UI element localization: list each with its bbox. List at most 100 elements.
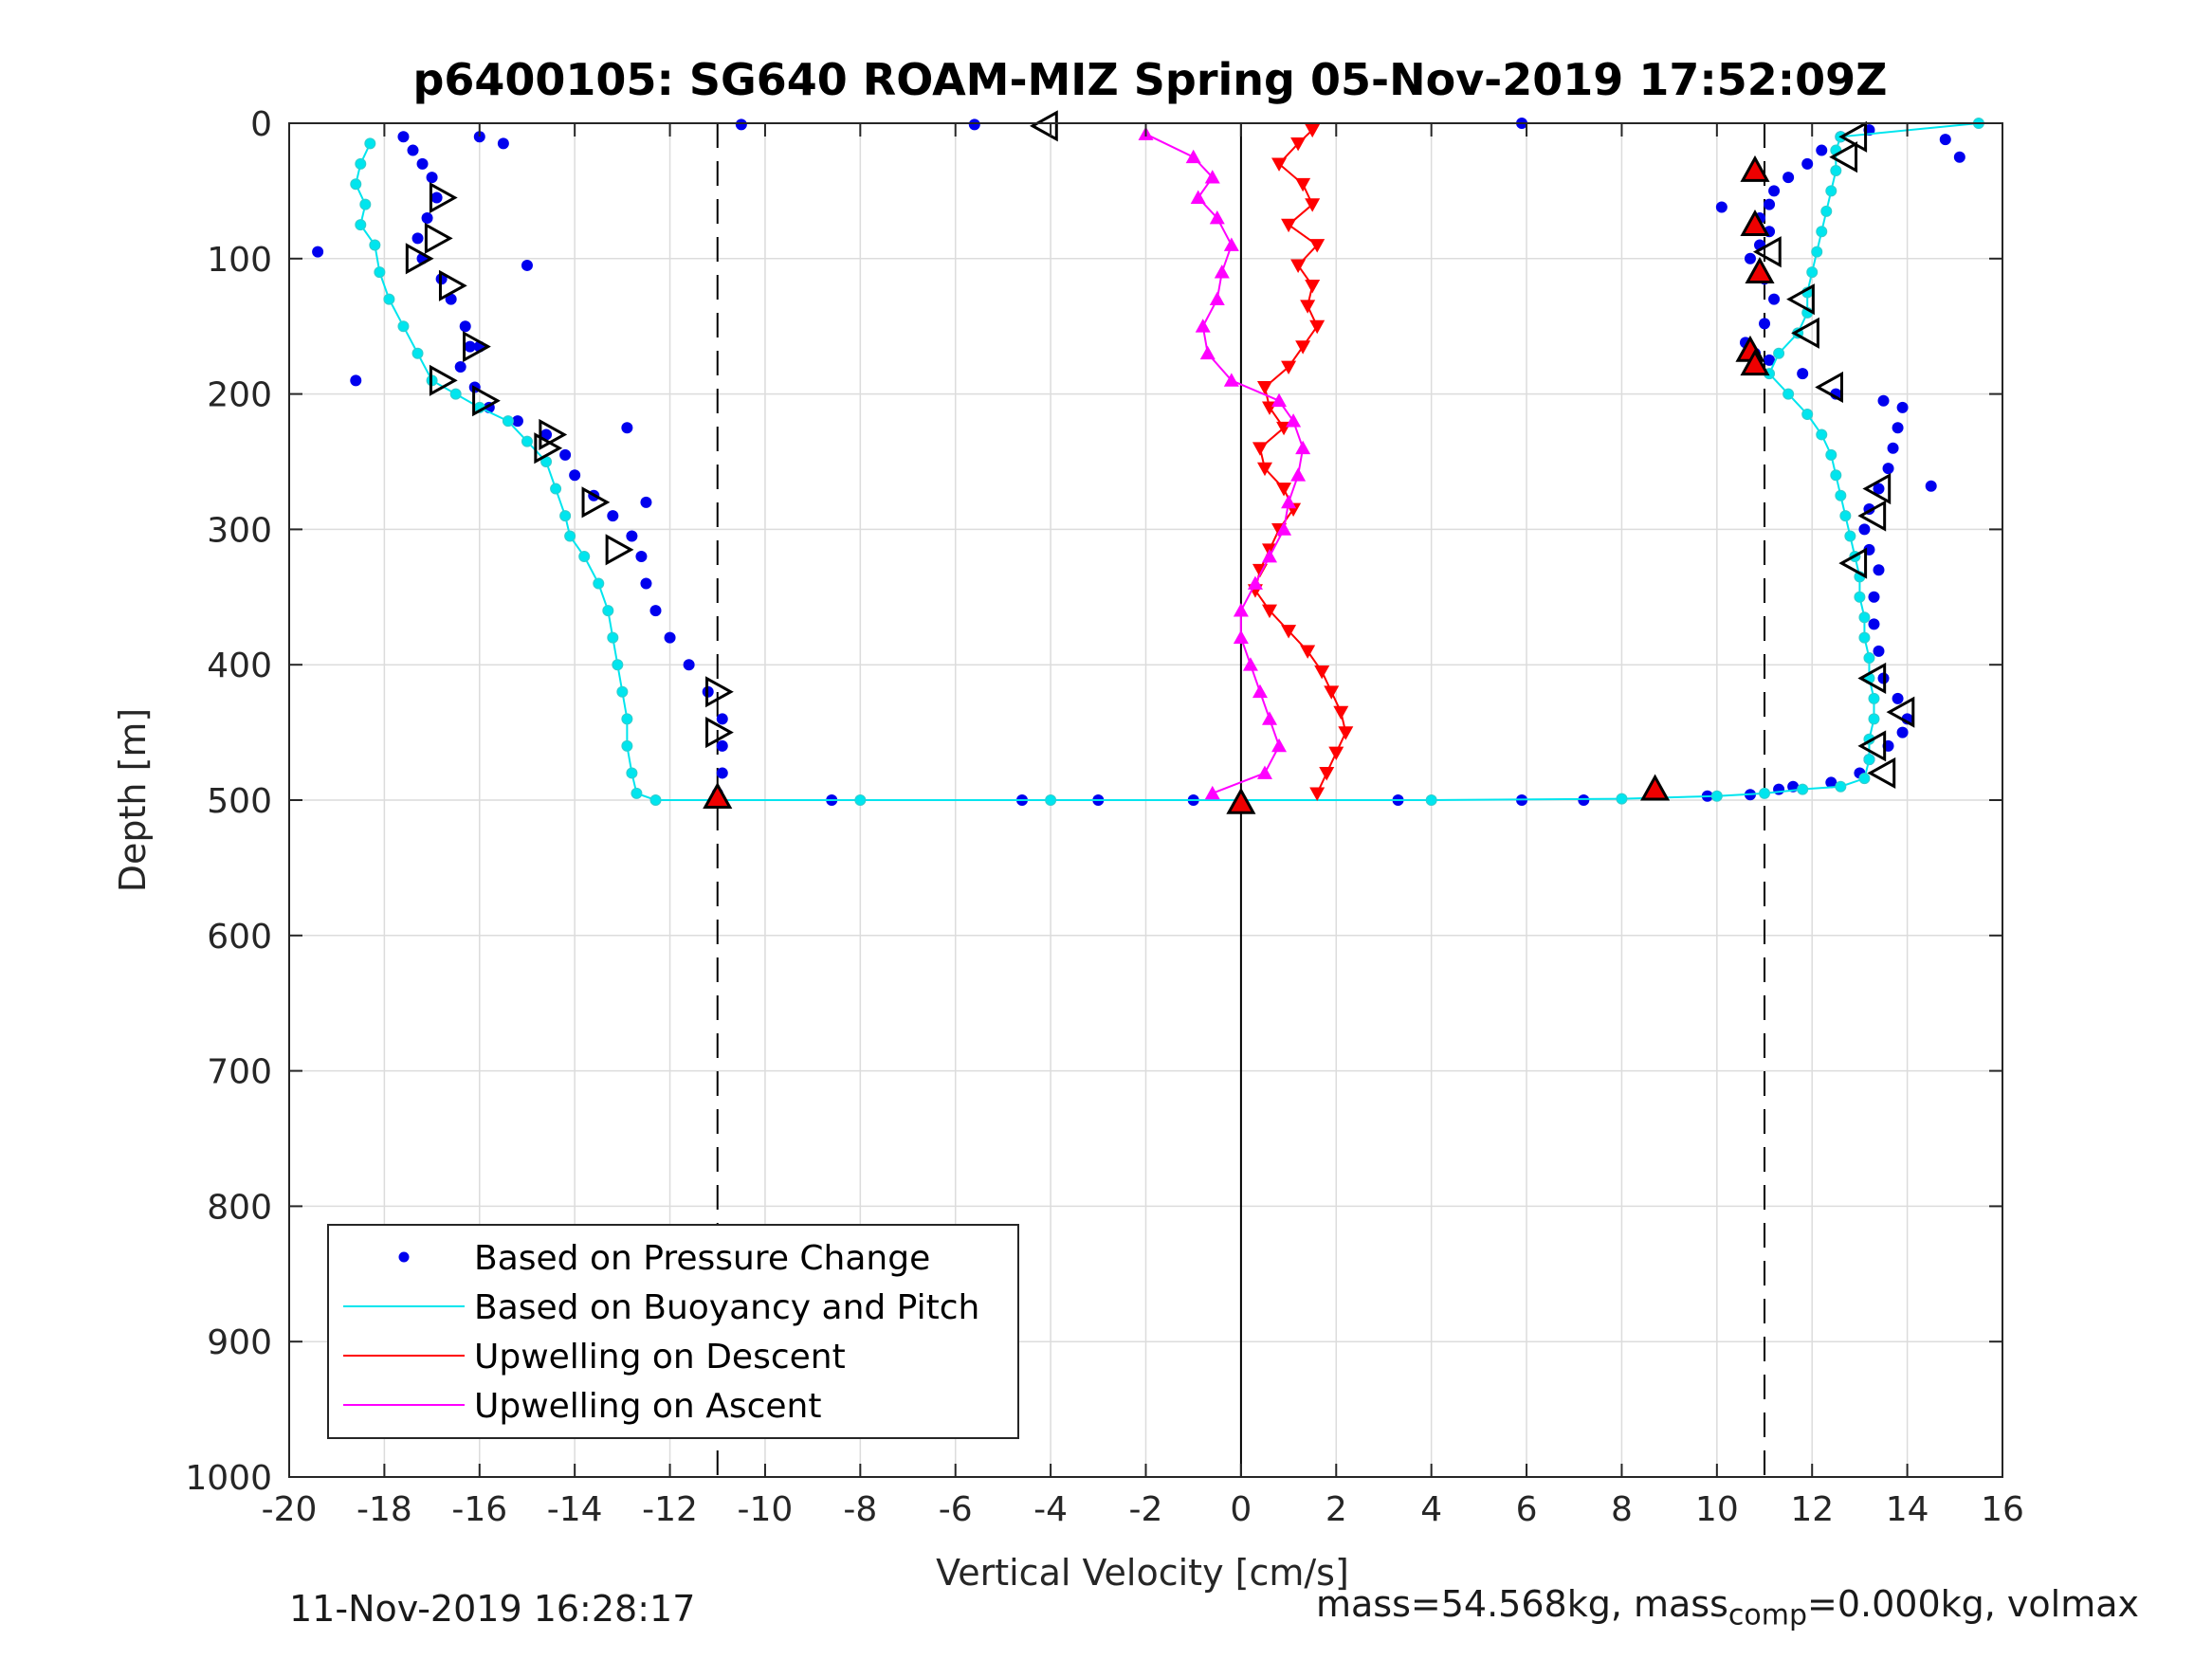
marker-triangle-open [1857, 662, 1887, 695]
marker-triangle-open [705, 676, 734, 708]
x-tick-label: 6 [1516, 1490, 1538, 1529]
marker-triangle-red [1640, 774, 1671, 801]
point-pressure [1797, 368, 1809, 380]
point-buoyancy [550, 483, 562, 495]
chart-title: p6400105: SG640 ROAM-MIZ Spring 05-Nov-2… [412, 54, 1887, 105]
point-descent [1328, 746, 1344, 761]
point-ascent [1262, 711, 1278, 725]
point-buoyancy [631, 787, 643, 799]
point-buoyancy [626, 767, 638, 779]
marker-triangle-open [534, 432, 563, 465]
legend-label: Upwelling on Ascent [474, 1387, 821, 1426]
point-pressure [1744, 252, 1756, 264]
point-pressure [1759, 318, 1771, 330]
point-descent [1300, 645, 1316, 659]
point-pressure [1882, 463, 1894, 475]
point-buoyancy [1045, 794, 1057, 806]
point-ascent [1214, 264, 1230, 279]
point-descent [1281, 625, 1297, 639]
point-descent [1309, 239, 1325, 253]
point-buoyancy [355, 157, 367, 170]
x-tick-label: -6 [939, 1490, 973, 1529]
marker-triangle-open [539, 418, 568, 450]
point-descent [1252, 442, 1268, 456]
point-pressure [716, 767, 728, 779]
point-ascent [1252, 684, 1268, 699]
legend-label: Based on Buoyancy and Pitch [474, 1288, 979, 1327]
x-tick-label: -8 [843, 1490, 877, 1529]
point-ascent [1290, 467, 1307, 482]
marker-triangle-open [581, 486, 611, 519]
y-tick-label: 800 [207, 1188, 272, 1227]
marker-triangle-open [1815, 371, 1843, 404]
point-buoyancy [1858, 611, 1871, 624]
point-buoyancy [369, 239, 381, 251]
point-pressure [1953, 151, 1965, 163]
point-buoyancy [607, 631, 619, 644]
y-tick-label: 700 [207, 1053, 272, 1092]
point-pressure [1877, 394, 1890, 407]
point-buoyancy [1863, 754, 1875, 766]
marker-triangle-open [1857, 730, 1887, 762]
x-tick-label: 12 [1790, 1490, 1834, 1529]
marker-triangle-open [705, 717, 734, 749]
point-buoyancy [616, 685, 629, 698]
point-buoyancy [578, 550, 591, 562]
marker-triangle-open [438, 269, 467, 301]
x-tick-label: -20 [262, 1490, 318, 1529]
point-pressure [511, 415, 523, 428]
point-buoyancy [602, 605, 614, 617]
point-buoyancy [1863, 652, 1875, 665]
point-buoyancy [1801, 409, 1814, 421]
point-pressure [607, 510, 619, 522]
point-buoyancy [359, 198, 372, 210]
point-pressure [521, 259, 533, 271]
x-tick-label: 8 [1611, 1490, 1633, 1529]
marker-triangle-open [1829, 141, 1858, 173]
point-pressure [421, 211, 433, 224]
point-pressure [1773, 783, 1785, 795]
point-buoyancy [559, 510, 572, 522]
point-descent [1271, 157, 1288, 172]
point-buoyancy [1710, 790, 1723, 802]
point-buoyancy [397, 320, 410, 333]
x-tick-label: -14 [547, 1490, 603, 1529]
point-pressure [1868, 618, 1880, 630]
point-pressure [1825, 776, 1837, 789]
point-ascent [1247, 575, 1263, 590]
point-pressure [1768, 185, 1781, 197]
point-pressure [1896, 401, 1909, 413]
point-pressure [1925, 480, 1937, 492]
point-ascent [1209, 210, 1225, 225]
point-buoyancy [1759, 787, 1771, 799]
mass-subscript: comp [1728, 1598, 1808, 1632]
y-tick-label: 400 [207, 647, 272, 685]
point-buoyancy [502, 415, 514, 428]
point-pressure [664, 631, 676, 644]
point-pressure [559, 448, 572, 461]
point-ascent [1233, 603, 1249, 617]
point-ascent [1276, 521, 1292, 536]
x-tick-label: -16 [451, 1490, 507, 1529]
point-buoyancy [1858, 773, 1871, 785]
point-pressure [716, 739, 728, 752]
point-descent [1314, 665, 1330, 680]
legend-swatch [398, 1251, 410, 1263]
point-buoyancy [621, 739, 633, 752]
point-buoyancy [1797, 783, 1809, 795]
point-buoyancy [1811, 246, 1823, 258]
point-buoyancy [449, 388, 462, 400]
point-ascent [1281, 494, 1297, 509]
point-pressure [735, 118, 747, 131]
y-tick-label: 600 [207, 918, 272, 957]
point-buoyancy [1830, 469, 1842, 482]
point-pressure [1715, 201, 1728, 213]
point-pressure [1892, 692, 1904, 704]
point-ascent [1262, 548, 1278, 563]
marker-triangle-open [429, 364, 458, 396]
point-descent [1305, 279, 1321, 294]
marker-triangle-open [1867, 757, 1896, 789]
point-pressure [540, 428, 553, 441]
point-pressure [1816, 144, 1828, 156]
y-axis-label: Depth [m] [112, 708, 154, 893]
